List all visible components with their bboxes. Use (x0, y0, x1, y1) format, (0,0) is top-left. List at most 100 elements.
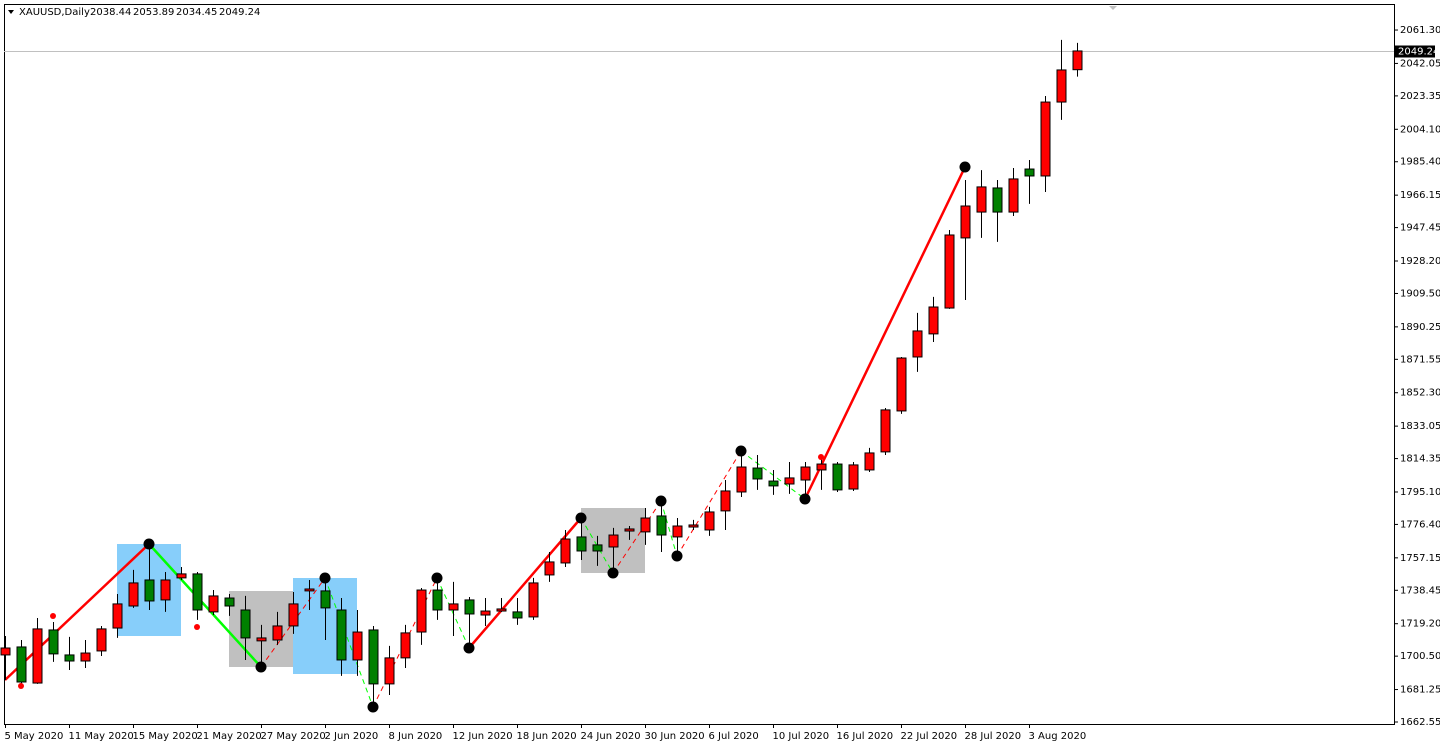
pivot-marker (143, 538, 155, 550)
x-tick-label: 28 Jul 2020 (965, 731, 1022, 742)
header-open: 2038.44 (90, 7, 131, 18)
pivot-marker (735, 445, 747, 457)
price-label-box (1395, 45, 1435, 58)
candle-body (1056, 69, 1067, 103)
y-tick-label: 1871.55 (1400, 354, 1440, 365)
candle-body (752, 467, 763, 480)
candle-body (704, 511, 715, 531)
candle-body (816, 463, 827, 471)
y-tick-label: 1719.20 (1400, 619, 1440, 630)
candle-body (368, 629, 379, 685)
candle-body (144, 579, 155, 602)
zigzag (660, 500, 678, 557)
price-label: 2049.24 (1398, 47, 1439, 58)
candle-body (560, 538, 571, 564)
x-tick-label: 22 Jul 2020 (901, 731, 958, 742)
header-arrow[interactable] (8, 10, 14, 14)
y-tick-label: 1890.25 (1400, 322, 1440, 333)
y-tick-label: 1776.40 (1400, 519, 1440, 530)
header-close: 2049.24 (219, 7, 260, 18)
pivot-marker (463, 642, 475, 654)
x-tick-label: 27 May 2020 (261, 731, 326, 742)
candle-body (80, 652, 91, 662)
candle-body (784, 477, 795, 485)
pivot-marker (367, 701, 379, 713)
y-tick-label: 1814.35 (1400, 454, 1440, 465)
y-tick-label: 1833.05 (1400, 421, 1440, 432)
x-tick-label: 6 Jul 2020 (709, 731, 759, 742)
x-tick-label: 3 Aug 2020 (1029, 731, 1087, 742)
pivot-marker (575, 512, 587, 524)
candle-body (272, 625, 283, 641)
candle-body (32, 628, 43, 684)
candle-body (512, 611, 523, 619)
zigzag (324, 577, 374, 708)
candle-body (304, 588, 315, 592)
candle-body (688, 524, 699, 528)
candle-body (608, 534, 619, 548)
pivot-marker (431, 572, 443, 584)
candle-body (224, 597, 235, 607)
candle-body (928, 306, 939, 335)
candle-body (160, 579, 171, 601)
candle-body (352, 631, 363, 661)
y-tick-label: 1909.50 (1400, 288, 1440, 299)
candle-body (128, 582, 139, 607)
candle-body (768, 480, 779, 487)
candle-body (432, 589, 443, 611)
candle-body (320, 590, 331, 609)
candle-body (528, 582, 539, 618)
zigzag (803, 166, 967, 500)
y-tick-label: 2023.35 (1400, 91, 1440, 102)
x-tick-label: 10 Jul 2020 (773, 731, 830, 742)
x-tick-label: 11 May 2020 (69, 731, 134, 742)
x-tick-label: 21 May 2020 (197, 731, 262, 742)
candle-body (576, 536, 587, 552)
y-tick-label: 1852.30 (1400, 388, 1440, 399)
candle-body (256, 637, 267, 642)
candle-body (1024, 168, 1035, 177)
signal-dot (818, 454, 824, 460)
candle-body (1072, 50, 1083, 71)
candle-body (208, 595, 219, 613)
candle-body (624, 528, 635, 532)
symbol-title: XAUUSD,Daily (19, 7, 90, 18)
candle-body (672, 525, 683, 538)
pivot-marker (255, 661, 267, 673)
candle-body (720, 490, 731, 512)
candle-body (736, 466, 747, 493)
candle-body (112, 603, 123, 629)
y-tick-label: 2061.30 (1400, 25, 1440, 36)
candle-body (336, 609, 347, 661)
candle-body (240, 609, 251, 639)
candle-body (640, 517, 651, 533)
candle-body (944, 234, 955, 309)
plot-frame (4, 4, 1395, 725)
candle-body (16, 646, 27, 683)
candle-body (896, 357, 907, 412)
x-tick-label: 30 Jun 2020 (645, 731, 705, 742)
pivot-marker (607, 567, 619, 579)
candle-body (832, 463, 843, 491)
candle-body (480, 610, 491, 616)
candle-body (976, 186, 987, 213)
candle-body (864, 452, 875, 471)
candle-body (992, 187, 1003, 213)
y-tick-label: 1700.50 (1400, 651, 1440, 662)
zigzag (612, 500, 662, 574)
header-low: 2034.45 (176, 7, 217, 18)
x-tick-label: 16 Jul 2020 (837, 731, 894, 742)
candle-body (800, 466, 811, 481)
pivot-marker (655, 495, 667, 507)
candle-body (592, 544, 603, 552)
candle-body (848, 464, 859, 490)
signal-dot (18, 683, 24, 689)
candle-body (192, 573, 203, 611)
x-tick-label: 8 Jun 2020 (389, 731, 443, 742)
y-tick-label: 1795.10 (1400, 487, 1440, 498)
candle-body (960, 205, 971, 239)
y-tick-label: 1681.25 (1400, 685, 1440, 696)
candle-body (288, 603, 299, 627)
